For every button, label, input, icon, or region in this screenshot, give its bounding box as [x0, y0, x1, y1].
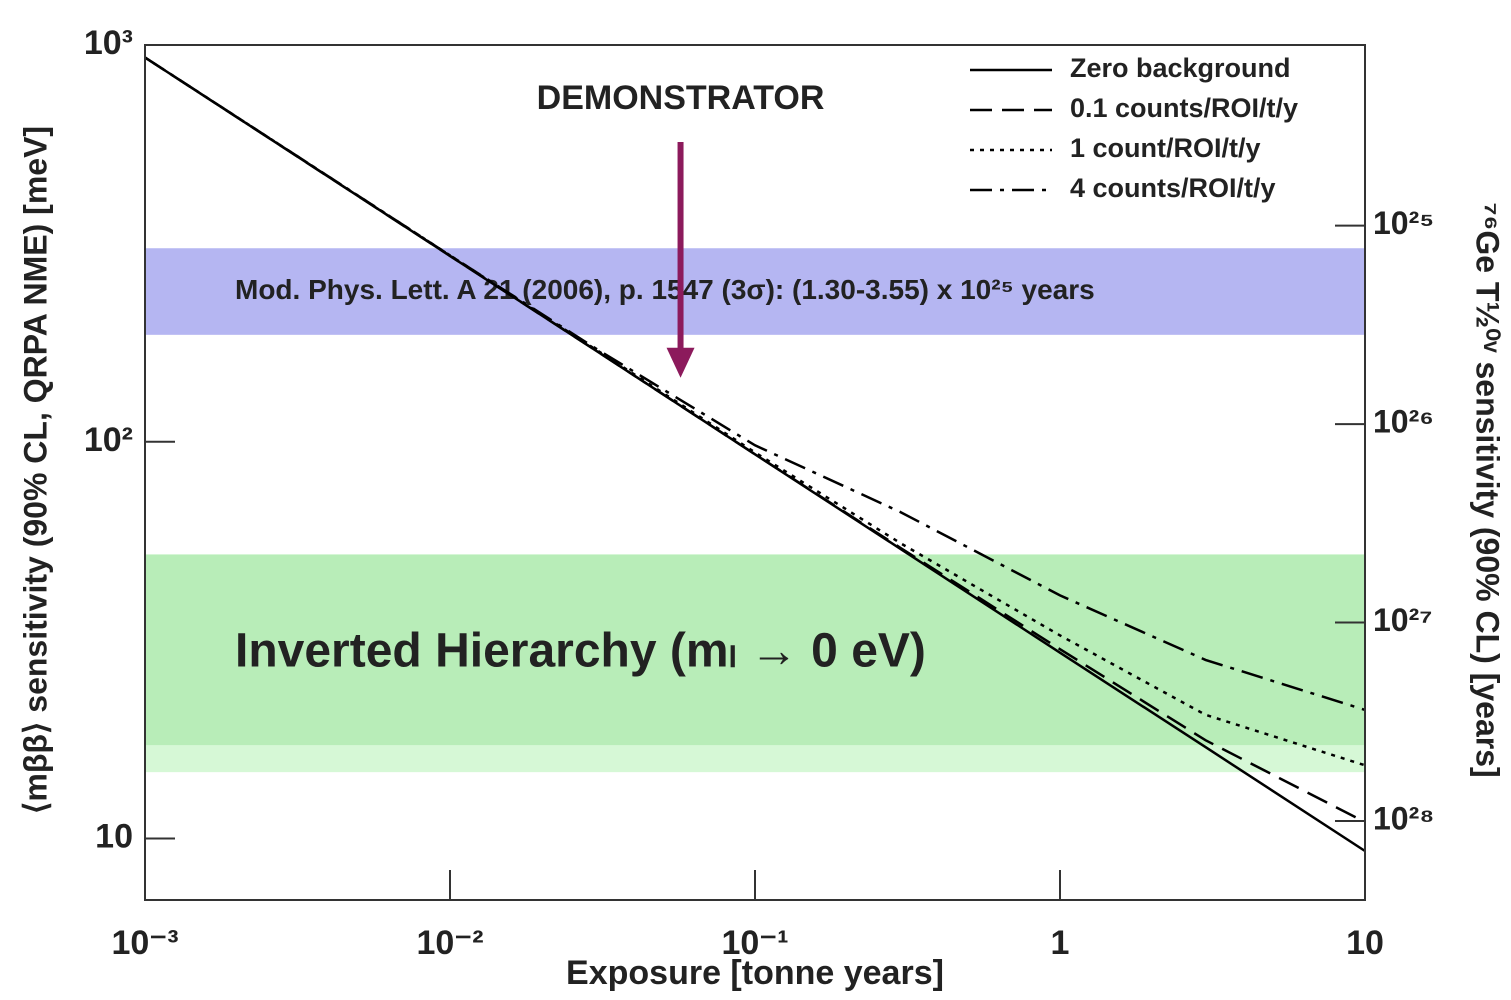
y-axis-title: ⟨mββ⟩ sensitivity (90% CL, QRPA NME) [me… — [17, 126, 53, 814]
x-tick-label: 10 — [1346, 924, 1384, 962]
y-tick-label: 10³ — [84, 24, 133, 62]
y2-axis-title: ⁷⁶Ge T½⁰ᵛ sensitivity (90% CL) [years] — [1470, 202, 1506, 777]
y2-tick-label: 10²⁷ — [1373, 602, 1432, 638]
bands: Mod. Phys. Lett. A 21 (2006), p. 1547 (3… — [145, 248, 1365, 773]
x-axis-title: Exposure [tonne years] — [566, 954, 944, 992]
x-tick-label: 10⁻¹ — [721, 924, 788, 962]
series-line — [144, 56, 1366, 767]
band — [145, 248, 1365, 335]
annotation-arrowhead — [666, 347, 695, 378]
y2-tick-label: 10²⁵ — [1373, 205, 1434, 241]
legend-label: 1 count/ROI/t/y — [1070, 133, 1261, 163]
series-line — [144, 56, 1366, 824]
y2-tick-label: 10²⁶ — [1373, 404, 1434, 440]
legend-label: Zero background — [1070, 53, 1291, 83]
series-line — [144, 56, 1366, 712]
x-tick-label: 10⁻² — [416, 924, 483, 962]
x-tick-label: 10⁻³ — [111, 924, 178, 962]
y2-tick-label: 10²⁸ — [1373, 800, 1434, 836]
lines — [144, 56, 1366, 853]
annotation-label: DEMONSTRATOR — [537, 79, 825, 117]
x-tick-label: 1 — [1051, 924, 1070, 962]
y-tick-label: 10 — [95, 818, 133, 856]
band-label: Mod. Phys. Lett. A 21 (2006), p. 1547 (3… — [235, 274, 1095, 305]
band-label: Inverted Hierarchy (mₗ → 0 eV) — [235, 624, 926, 677]
y-tick-label: 10² — [84, 421, 133, 459]
legend-label: 4 counts/ROI/t/y — [1070, 173, 1276, 203]
legend-label: 0.1 counts/ROI/t/y — [1070, 93, 1298, 123]
band — [145, 554, 1365, 746]
